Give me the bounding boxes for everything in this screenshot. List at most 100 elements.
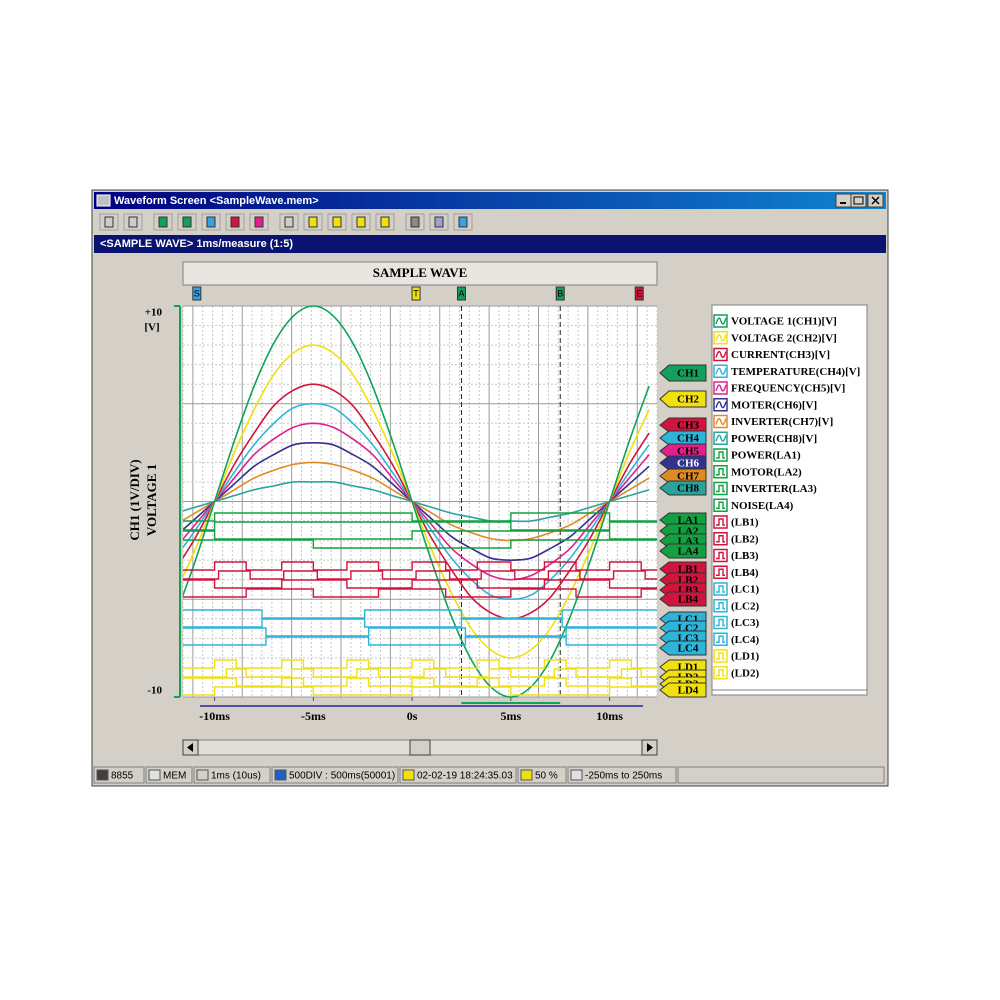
status-icon xyxy=(520,769,533,781)
cursor-marker-label: S xyxy=(194,288,200,298)
minimize-button[interactable] xyxy=(835,193,852,208)
channel-tag-label: CH3 xyxy=(677,420,700,432)
channel-tag[interactable] xyxy=(659,682,707,698)
legend-glyph xyxy=(716,484,725,493)
legend-label: FREQUENCY(CH5)[V] xyxy=(731,383,845,395)
channel-tag-label: CH8 xyxy=(677,483,700,495)
cursor-marker[interactable] xyxy=(192,286,202,301)
app-icon xyxy=(96,194,111,207)
cursor-marker[interactable] xyxy=(634,286,644,301)
status-icon xyxy=(274,769,287,781)
legend-glyph xyxy=(716,585,725,593)
legend-glyph xyxy=(715,350,727,359)
y-axis-label: CH1 (1V/DIV) xyxy=(127,459,142,540)
legend-swatch xyxy=(713,515,728,529)
legend-label: MOTOR(LA2) xyxy=(731,466,802,478)
legend-label: (LC4) xyxy=(731,634,759,646)
y-axis-label: VOLTAGE 1 xyxy=(144,464,159,536)
plot-traces xyxy=(183,305,657,698)
channel-tag[interactable] xyxy=(659,543,707,559)
arrow-glyph xyxy=(647,743,653,752)
toolbar-icon xyxy=(104,216,114,228)
channel-tag-label: CH7 xyxy=(677,471,700,483)
channel-tag[interactable] xyxy=(659,430,707,446)
y-tick-label: -10 xyxy=(147,685,162,697)
cursor-marker[interactable] xyxy=(555,286,565,301)
status-icon xyxy=(96,769,109,781)
toolbar-icon xyxy=(284,216,294,228)
cursor-marker[interactable] xyxy=(456,286,466,301)
status-text: 1ms (10us) xyxy=(211,771,261,782)
channel-tag-label: LB4 xyxy=(678,594,699,606)
arrow-glyph xyxy=(187,743,193,752)
channel-tag[interactable] xyxy=(659,591,707,607)
status-text: -250ms to 250ms xyxy=(585,771,662,782)
channel-tags: CH1CH2CH3CH4CH5CH6CH7CH8LA1LA2LA3LA4LB1L… xyxy=(659,364,707,698)
maximize-button[interactable] xyxy=(850,193,867,208)
legend-label: NOISE(LA4) xyxy=(731,500,794,512)
logic-trace xyxy=(183,570,657,580)
status-text: MEM xyxy=(163,771,186,782)
status-cell xyxy=(271,766,399,784)
logic-trace xyxy=(183,677,657,687)
legend-swatch xyxy=(713,649,728,663)
legend-glyph xyxy=(716,451,725,459)
legend-swatch xyxy=(713,632,728,646)
window-title: Waveform Screen <SampleWave.mem> xyxy=(114,195,319,207)
window-controls xyxy=(835,193,884,208)
channel-tag[interactable] xyxy=(659,455,707,471)
legend-label: CURRENT(CH3)[V] xyxy=(731,349,830,361)
toolbar-icon xyxy=(254,216,264,228)
logic-trace xyxy=(183,618,657,628)
status-cell xyxy=(399,766,517,784)
scroll-thumb[interactable] xyxy=(409,739,431,756)
logic-trace xyxy=(183,686,657,696)
legend-glyph xyxy=(716,652,725,660)
legend-panel xyxy=(711,304,868,696)
toolbar xyxy=(99,213,473,231)
legend-swatch xyxy=(713,582,728,596)
legend-glyph xyxy=(715,417,727,426)
toolbar-icon xyxy=(434,216,444,228)
legend-label: INVERTER(LA3) xyxy=(731,483,817,495)
logic-trace xyxy=(183,627,657,637)
cursor-marker-label: B xyxy=(557,288,563,298)
legend-swatch xyxy=(713,565,728,579)
logic-trace xyxy=(183,512,657,522)
channel-tag[interactable] xyxy=(659,364,707,382)
logic-trace xyxy=(183,539,657,549)
logic-trace xyxy=(183,588,657,598)
status-icon xyxy=(196,769,209,781)
logic-trace xyxy=(183,609,657,619)
waveform xyxy=(183,305,650,698)
cursor-marker-label: A xyxy=(458,288,464,298)
channel-tag[interactable] xyxy=(659,640,707,656)
legend-label: POWER(CH8)[V] xyxy=(731,433,817,445)
channel-tag[interactable] xyxy=(659,390,707,408)
legend-glyph xyxy=(715,317,727,325)
legend-glyph xyxy=(715,434,727,442)
legend-glyph xyxy=(716,568,725,576)
channel-tag[interactable] xyxy=(659,480,707,496)
toolbar-icon xyxy=(308,216,318,228)
y-unit: [V] xyxy=(144,322,159,334)
legend-label: (LD1) xyxy=(731,651,759,663)
legend-glyph xyxy=(715,367,727,375)
toolbar-icon xyxy=(206,216,216,228)
logic-trace xyxy=(183,579,657,589)
channel-tag-label: CH4 xyxy=(677,433,700,445)
status-text: 50 % xyxy=(535,771,558,782)
cursor-marker-label: T xyxy=(413,288,419,298)
logic-trace xyxy=(183,521,657,531)
legend-glyph xyxy=(715,401,727,409)
legend-swatch xyxy=(713,532,728,546)
channel-tag[interactable] xyxy=(659,417,707,433)
legend-label: (LB3) xyxy=(731,550,759,562)
y-tick-label: +10 xyxy=(145,307,163,319)
legend-label: VOLTAGE 2(CH2)[V] xyxy=(731,332,837,344)
status-icon xyxy=(570,769,583,781)
cursor-marker[interactable] xyxy=(411,286,421,301)
legend-glyph xyxy=(716,551,725,560)
